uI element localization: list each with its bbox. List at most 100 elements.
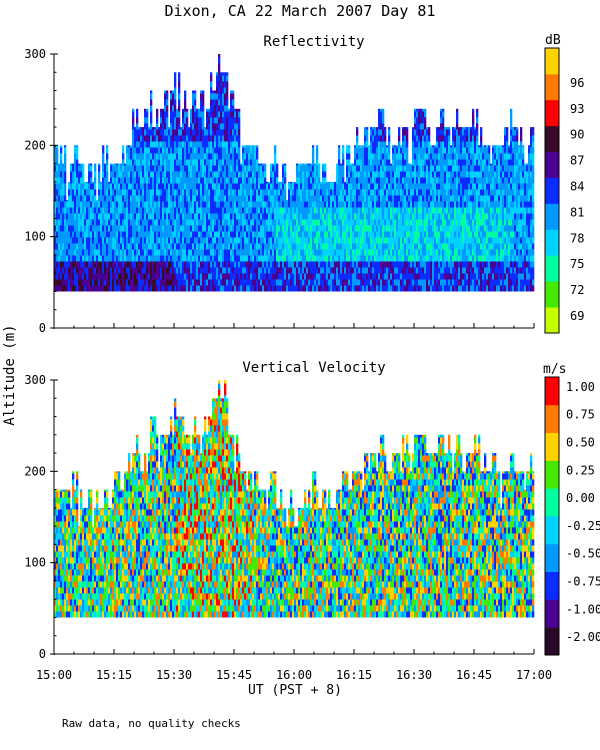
heatmap-cell — [370, 195, 373, 202]
heatmap-cell — [392, 207, 395, 214]
heatmap-cell — [422, 225, 425, 232]
heatmap-cell — [106, 183, 109, 190]
heatmap-cell — [400, 145, 403, 148]
heatmap-cell — [178, 255, 181, 262]
heatmap-cell — [68, 195, 71, 202]
heatmap-cell — [418, 123, 421, 130]
heatmap-cell — [124, 207, 127, 214]
heatmap-cell — [326, 219, 329, 226]
heatmap-cell — [144, 201, 147, 208]
heatmap-cell — [272, 237, 275, 244]
heatmap-cell — [140, 177, 143, 184]
heatmap-cell — [134, 201, 137, 208]
heatmap-cell — [164, 147, 167, 154]
heatmap-cell — [278, 261, 281, 268]
heatmap-cell — [166, 165, 169, 172]
heatmap-cell — [256, 145, 259, 148]
heatmap-cell — [358, 153, 361, 160]
heatmap-cell — [196, 249, 199, 256]
heatmap-cell — [180, 207, 183, 214]
heatmap-cell — [136, 201, 139, 208]
heatmap-cell — [364, 135, 367, 142]
heatmap-cell — [180, 261, 183, 268]
heatmap-cell — [246, 261, 249, 268]
heatmap-cell — [200, 129, 203, 136]
heatmap-cell — [98, 255, 101, 262]
heatmap-cell — [366, 213, 369, 220]
heatmap-cell — [378, 129, 381, 136]
heatmap-cell — [290, 273, 293, 280]
heatmap-cell — [322, 207, 325, 214]
heatmap-cell — [150, 129, 153, 136]
heatmap-cell — [214, 213, 217, 220]
heatmap-cell — [310, 273, 313, 280]
heatmap-cell — [246, 183, 249, 190]
heatmap-cell — [230, 213, 233, 220]
heatmap-cell — [218, 54, 221, 58]
heatmap-cell — [370, 135, 373, 142]
heatmap-cell — [110, 285, 113, 292]
heatmap-cell — [280, 213, 283, 220]
heatmap-cell — [138, 225, 141, 232]
heatmap-cell — [370, 285, 373, 292]
heatmap-cell — [252, 243, 255, 250]
heatmap-cell — [324, 163, 327, 166]
heatmap-cell — [284, 171, 287, 178]
heatmap-cell — [194, 147, 197, 154]
heatmap-cell — [362, 255, 365, 262]
heatmap-cell — [434, 255, 437, 262]
heatmap-cell — [342, 201, 345, 208]
heatmap-cell — [94, 255, 97, 262]
heatmap-cell — [132, 213, 135, 220]
heatmap-cell — [62, 225, 65, 232]
heatmap-cell — [404, 127, 407, 130]
heatmap-cell — [436, 141, 439, 148]
heatmap-cell — [372, 195, 375, 202]
heatmap-cell — [386, 213, 389, 220]
heatmap-cell — [176, 279, 179, 286]
heatmap-cell — [140, 237, 143, 244]
heatmap-cell — [232, 219, 235, 226]
heatmap-cell — [270, 207, 273, 214]
heatmap-cell — [278, 219, 281, 226]
heatmap-cell — [164, 90, 167, 94]
heatmap-cell — [240, 165, 243, 172]
heatmap-cell — [128, 165, 131, 172]
heatmap-cell — [292, 237, 295, 244]
heatmap-cell — [164, 231, 167, 238]
heatmap-cell — [272, 231, 275, 238]
heatmap-cell — [218, 207, 221, 214]
heatmap-cell — [134, 171, 137, 178]
heatmap-cell — [144, 189, 147, 196]
heatmap-cell — [368, 237, 371, 244]
heatmap-cell — [288, 237, 291, 244]
heatmap-cell — [290, 183, 293, 190]
heatmap-cell — [212, 171, 215, 178]
heatmap-cell — [174, 273, 177, 280]
heatmap-cell — [240, 171, 243, 178]
heatmap-cell — [186, 225, 189, 232]
heatmap-cell — [102, 165, 105, 172]
heatmap-cell — [414, 159, 417, 166]
heatmap-cell — [144, 249, 147, 256]
heatmap-cell — [346, 255, 349, 262]
heatmap-cell — [396, 195, 399, 202]
heatmap-cell — [144, 141, 147, 148]
heatmap-cell — [106, 267, 109, 274]
heatmap-cell — [138, 285, 141, 292]
heatmap-cell — [142, 153, 145, 160]
heatmap-cell — [100, 243, 103, 250]
heatmap-cell — [382, 255, 385, 262]
heatmap-cell — [148, 135, 151, 142]
heatmap-cell — [232, 99, 235, 106]
heatmap-cell — [220, 72, 223, 76]
heatmap-cell — [126, 165, 129, 172]
heatmap-cell — [384, 183, 387, 190]
heatmap-cell — [74, 267, 77, 274]
heatmap-cell — [370, 189, 373, 196]
heatmap-cell — [76, 201, 79, 208]
heatmap-cell — [280, 189, 283, 196]
heatmap-cell — [436, 225, 439, 232]
heatmap-cell — [272, 261, 275, 268]
heatmap-cell — [126, 267, 129, 274]
